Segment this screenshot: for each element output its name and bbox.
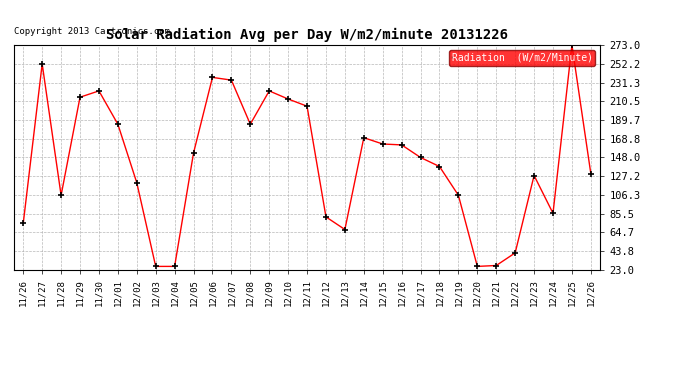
Title: Solar Radiation Avg per Day W/m2/minute 20131226: Solar Radiation Avg per Day W/m2/minute …: [106, 28, 508, 42]
Text: Copyright 2013 Cartronics.com: Copyright 2013 Cartronics.com: [14, 27, 170, 36]
Legend: Radiation  (W/m2/Minute): Radiation (W/m2/Minute): [448, 50, 595, 66]
